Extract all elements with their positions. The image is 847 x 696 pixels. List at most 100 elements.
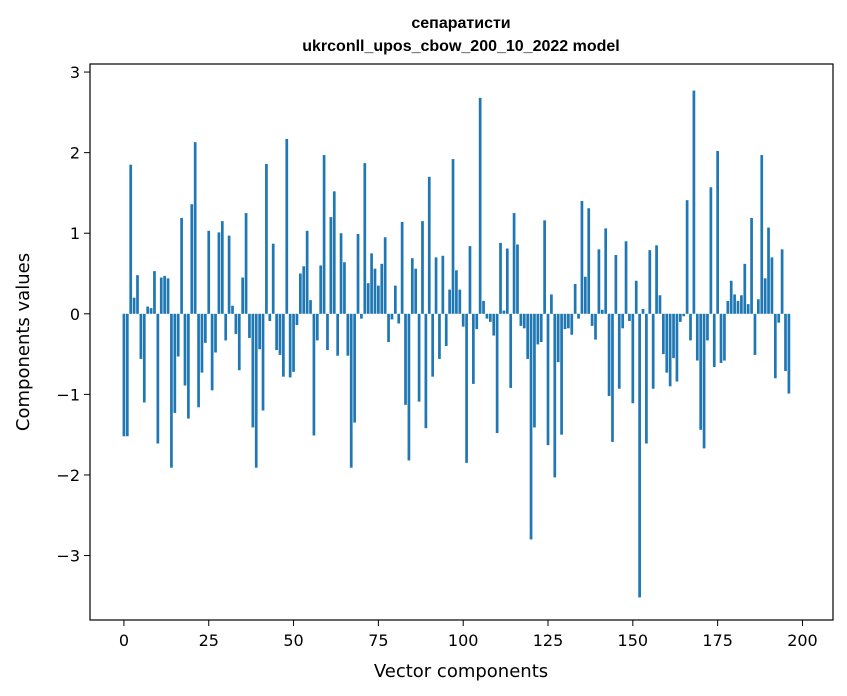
bar-61 <box>329 217 333 314</box>
bar-155 <box>648 250 652 314</box>
bar-159 <box>662 313 665 355</box>
bar-51 <box>295 313 299 326</box>
bar-28 <box>217 232 221 314</box>
bar-126 <box>550 294 553 314</box>
bar-190 <box>767 227 770 314</box>
y-tick-label: −3 <box>56 547 80 566</box>
bar-176 <box>719 313 723 363</box>
y-tick-label: 3 <box>70 63 80 82</box>
bar-91 <box>431 313 435 377</box>
bar-38 <box>251 313 255 428</box>
bar-183 <box>743 263 747 314</box>
bar-100 <box>461 313 465 327</box>
bar-162 <box>672 313 675 359</box>
bar-10 <box>156 313 160 444</box>
bar-135 <box>580 200 584 314</box>
y-axis: −3 −2 −1 0 1 2 3 <box>56 63 90 566</box>
bar-33 <box>234 313 238 334</box>
bar-136 <box>583 276 587 314</box>
bar-137 <box>587 208 591 314</box>
bar-182 <box>740 295 743 314</box>
bar-46 <box>278 313 282 355</box>
bar-127 <box>553 313 557 478</box>
x-tick-label: 75 <box>368 631 388 650</box>
bar-49 <box>288 313 292 378</box>
bar-163 <box>675 313 679 382</box>
bar-180 <box>733 294 736 314</box>
bar-107 <box>485 313 489 319</box>
bar-134 <box>577 313 580 319</box>
bar-173 <box>709 187 713 314</box>
bar-70 <box>360 313 363 319</box>
bar-158 <box>658 295 662 314</box>
bar-120 <box>529 313 533 540</box>
bar-56 <box>312 313 316 436</box>
bar-106 <box>482 300 485 314</box>
bar-147 <box>621 313 625 329</box>
bar-54 <box>305 230 309 314</box>
y-tick-label: 0 <box>70 305 80 324</box>
bar-48 <box>285 138 289 314</box>
bar-118 <box>522 313 526 329</box>
bar-50 <box>292 313 295 372</box>
bar-131 <box>567 313 570 329</box>
x-tick-label: 0 <box>119 631 129 650</box>
bar-146 <box>617 313 621 389</box>
x-tick-label: 200 <box>787 631 818 650</box>
bar-53 <box>302 266 306 314</box>
bar-12 <box>163 275 166 314</box>
bar-109 <box>492 313 496 336</box>
bar-94 <box>441 255 445 314</box>
bar-57 <box>315 313 319 341</box>
bar-92 <box>434 257 438 314</box>
x-tick-label: 25 <box>199 631 219 650</box>
bar-186 <box>753 313 757 355</box>
bar-72 <box>366 283 370 314</box>
bar-191 <box>770 257 774 314</box>
bar-3 <box>132 297 136 314</box>
bar-67 <box>349 313 353 468</box>
bar-161 <box>668 313 672 387</box>
bar-97 <box>451 159 455 314</box>
bar-19 <box>187 313 190 419</box>
bar-143 <box>607 313 611 396</box>
bar-86 <box>414 268 418 314</box>
bar-2 <box>129 164 133 314</box>
chart-title-line-1: сепаратисти <box>411 15 510 32</box>
bar-78 <box>387 313 390 342</box>
bar-112 <box>502 310 506 314</box>
x-tick-label: 150 <box>618 631 649 650</box>
bar-11 <box>159 277 163 314</box>
bar-18 <box>183 313 187 386</box>
bar-30 <box>224 313 228 341</box>
bar-167 <box>689 313 692 341</box>
bar-26 <box>210 313 214 391</box>
bar-44 <box>271 243 275 314</box>
bar-123 <box>539 313 543 342</box>
bar-59 <box>322 155 326 314</box>
bar-187 <box>757 299 760 314</box>
bar-25 <box>207 230 211 314</box>
bar-140 <box>597 249 601 314</box>
bar-87 <box>417 313 421 402</box>
bar-165 <box>682 313 686 317</box>
bar-34 <box>237 313 241 371</box>
bar-0 <box>122 313 126 437</box>
bar-73 <box>370 253 373 314</box>
bar-17 <box>180 217 183 314</box>
bar-168 <box>692 90 696 314</box>
bar-139 <box>594 313 597 340</box>
bar-128 <box>556 313 560 363</box>
chart-title: сепаратисти ukrconll_upos_cbow_200_10_20… <box>302 15 619 55</box>
y-tick-label: 1 <box>70 224 80 243</box>
bar-174 <box>712 313 716 367</box>
bar-69 <box>356 234 360 314</box>
bar-60 <box>326 313 329 351</box>
bar-22 <box>197 313 200 408</box>
bar-62 <box>332 191 336 314</box>
bar-98 <box>455 270 458 314</box>
bar-74 <box>373 268 377 314</box>
bar-166 <box>685 200 689 314</box>
bar-185 <box>750 217 753 314</box>
